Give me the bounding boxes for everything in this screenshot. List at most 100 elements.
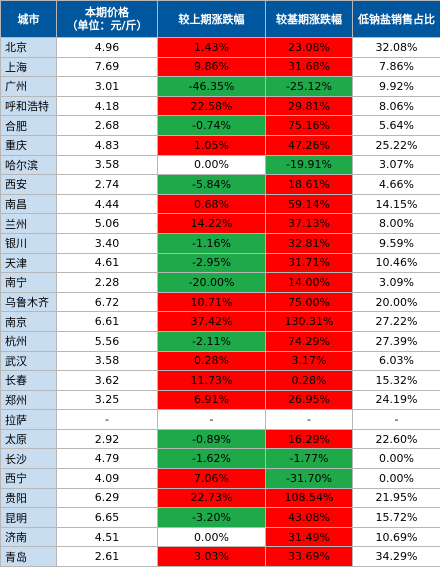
share-cell: -: [353, 410, 440, 430]
price-cell: 4.96: [57, 38, 158, 58]
city-cell: 上海: [1, 57, 57, 77]
header-city: 城市: [1, 1, 57, 38]
price-cell: 4.51: [57, 527, 158, 547]
price-cell: 6.61: [57, 312, 158, 332]
share-cell: 9.92%: [353, 77, 440, 97]
yoy-cell: -1.77%: [266, 449, 353, 469]
city-cell: 合肥: [1, 116, 57, 136]
share-cell: 0.00%: [353, 469, 440, 489]
price-cell: 4.79: [57, 449, 158, 469]
yoy-cell: 26.95%: [266, 390, 353, 410]
share-cell: 14.15%: [353, 194, 440, 214]
city-cell: 广州: [1, 77, 57, 97]
mom-cell: -1.62%: [158, 449, 266, 469]
mom-cell: 22.73%: [158, 488, 266, 508]
mom-cell: -: [158, 410, 266, 430]
yoy-cell: 47.26%: [266, 135, 353, 155]
share-cell: 10.69%: [353, 527, 440, 547]
price-cell: 3.01: [57, 77, 158, 97]
mom-cell: -0.74%: [158, 116, 266, 136]
mom-cell: 10.71%: [158, 292, 266, 312]
price-cell: 4.18: [57, 96, 158, 116]
mom-cell: 37.42%: [158, 312, 266, 332]
yoy-cell: -31.70%: [266, 469, 353, 489]
mom-cell: 22.58%: [158, 96, 266, 116]
table-header: 城市 本期价格 （单位：元/斤） 较上期涨跌幅 较基期涨跌幅 低钠盐销售占比: [1, 1, 440, 38]
city-cell: 重庆: [1, 135, 57, 155]
city-cell: 拉萨: [1, 410, 57, 430]
mom-cell: 6.91%: [158, 390, 266, 410]
share-cell: 24.19%: [353, 390, 440, 410]
mom-cell: -0.89%: [158, 429, 266, 449]
header-mom: 较上期涨跌幅: [158, 1, 266, 38]
price-cell: 3.25: [57, 390, 158, 410]
yoy-cell: 0.28%: [266, 371, 353, 391]
price-cell: 2.68: [57, 116, 158, 136]
price-cell: -: [57, 410, 158, 430]
price-cell: 3.62: [57, 371, 158, 391]
yoy-cell: 33.69%: [266, 547, 353, 567]
mom-cell: -5.84%: [158, 175, 266, 195]
yoy-cell: 23.08%: [266, 38, 353, 58]
city-cell: 贵阳: [1, 488, 57, 508]
price-cell: 2.61: [57, 547, 158, 567]
mom-cell: -2.95%: [158, 253, 266, 273]
yoy-cell: 31.71%: [266, 253, 353, 273]
city-cell: 太原: [1, 429, 57, 449]
price-cell: 5.06: [57, 214, 158, 234]
header-price-line1: 本期价格: [57, 6, 157, 19]
city-cell: 南昌: [1, 194, 57, 214]
header-yoy: 较基期涨跌幅: [266, 1, 353, 38]
yoy-cell: 108.54%: [266, 488, 353, 508]
price-cell: 6.29: [57, 488, 158, 508]
city-cell: 呼和浩特: [1, 96, 57, 116]
price-cell: 4.09: [57, 469, 158, 489]
share-cell: 3.09%: [353, 273, 440, 293]
yoy-cell: 31.68%: [266, 57, 353, 77]
yoy-cell: 18.61%: [266, 175, 353, 195]
share-cell: 6.03%: [353, 351, 440, 371]
price-cell: 2.74: [57, 175, 158, 195]
city-cell: 武汉: [1, 351, 57, 371]
share-cell: 22.60%: [353, 429, 440, 449]
mom-cell: 0.28%: [158, 351, 266, 371]
city-cell: 南京: [1, 312, 57, 332]
mom-cell: 0.68%: [158, 194, 266, 214]
city-cell: 南宁: [1, 273, 57, 293]
price-cell: 2.92: [57, 429, 158, 449]
share-cell: 4.66%: [353, 175, 440, 195]
yoy-cell: 29.81%: [266, 96, 353, 116]
yoy-cell: 130.31%: [266, 312, 353, 332]
city-cell: 郑州: [1, 390, 57, 410]
price-cell: 4.44: [57, 194, 158, 214]
mom-cell: 0.00%: [158, 155, 266, 175]
city-cell: 长春: [1, 371, 57, 391]
share-cell: 25.22%: [353, 135, 440, 155]
share-cell: 15.32%: [353, 371, 440, 391]
city-cell: 西宁: [1, 469, 57, 489]
mom-cell: 1.05%: [158, 135, 266, 155]
share-cell: 3.07%: [353, 155, 440, 175]
table-row: 拉萨----: [1, 410, 440, 430]
city-cell: 昆明: [1, 508, 57, 528]
header-share: 低钠盐销售占比: [353, 1, 440, 38]
share-cell: 21.95%: [353, 488, 440, 508]
share-cell: 5.64%: [353, 116, 440, 136]
price-cell: 6.72: [57, 292, 158, 312]
share-cell: 8.00%: [353, 214, 440, 234]
header-row: 城市 本期价格 （单位：元/斤） 较上期涨跌幅 较基期涨跌幅 低钠盐销售占比: [1, 1, 440, 38]
mom-cell: 14.22%: [158, 214, 266, 234]
price-cell: 5.56: [57, 331, 158, 351]
